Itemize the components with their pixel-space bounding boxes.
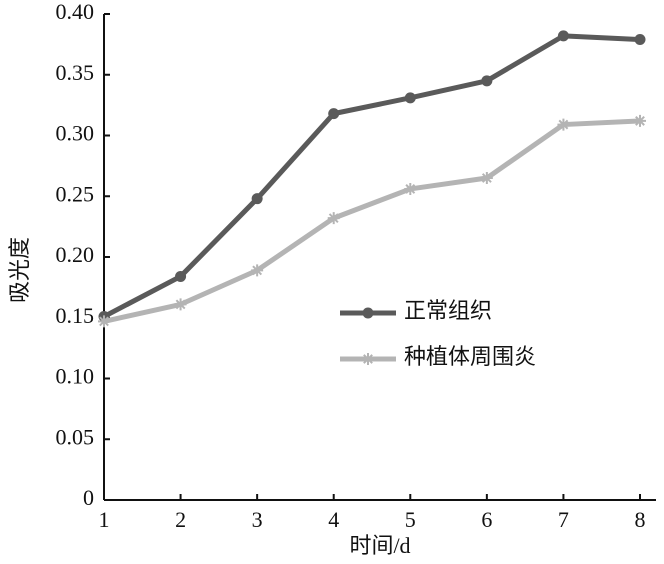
- point: [251, 193, 263, 205]
- point: [404, 182, 417, 195]
- y-tick-label: 0.30: [56, 121, 95, 146]
- legend-marker: [362, 353, 374, 365]
- x-tick-label: 6: [481, 507, 492, 532]
- legend-label: 种植体周围炎: [404, 344, 536, 369]
- point: [98, 315, 110, 328]
- point: [481, 75, 493, 87]
- legend-label: 正常组织: [404, 298, 492, 323]
- x-tick-label: 3: [252, 507, 263, 532]
- y-tick-label: 0: [83, 485, 94, 510]
- point: [557, 30, 569, 42]
- y-tick-label: 0.25: [56, 181, 95, 206]
- x-tick-label: 8: [635, 507, 646, 532]
- x-tick-label: 2: [175, 507, 186, 532]
- y-axis-title: 吸光度: [7, 237, 32, 303]
- y-tick-label: 0.20: [56, 242, 95, 267]
- x-tick-label: 4: [328, 507, 339, 532]
- point: [634, 34, 646, 46]
- point: [251, 264, 264, 277]
- x-axis-title: 时间/d: [349, 533, 410, 558]
- point: [404, 92, 416, 104]
- series-line: [102, 33, 641, 319]
- point: [557, 118, 570, 131]
- x-tick-label: 5: [405, 507, 416, 532]
- point: [634, 114, 646, 127]
- point: [328, 108, 340, 120]
- point: [480, 172, 493, 185]
- legend-marker: [362, 307, 374, 319]
- point: [327, 212, 340, 225]
- y-tick-label: 0.35: [56, 60, 95, 85]
- point: [175, 270, 187, 282]
- x-tick-label: 1: [99, 507, 110, 532]
- point: [174, 298, 187, 311]
- series-line: [103, 118, 641, 324]
- y-tick-label: 0.10: [56, 364, 95, 389]
- y-tick-label: 0.05: [56, 424, 95, 449]
- x-tick-label: 7: [558, 507, 569, 532]
- y-tick-label: 0.40: [56, 0, 95, 24]
- y-tick-label: 0.15: [56, 303, 95, 328]
